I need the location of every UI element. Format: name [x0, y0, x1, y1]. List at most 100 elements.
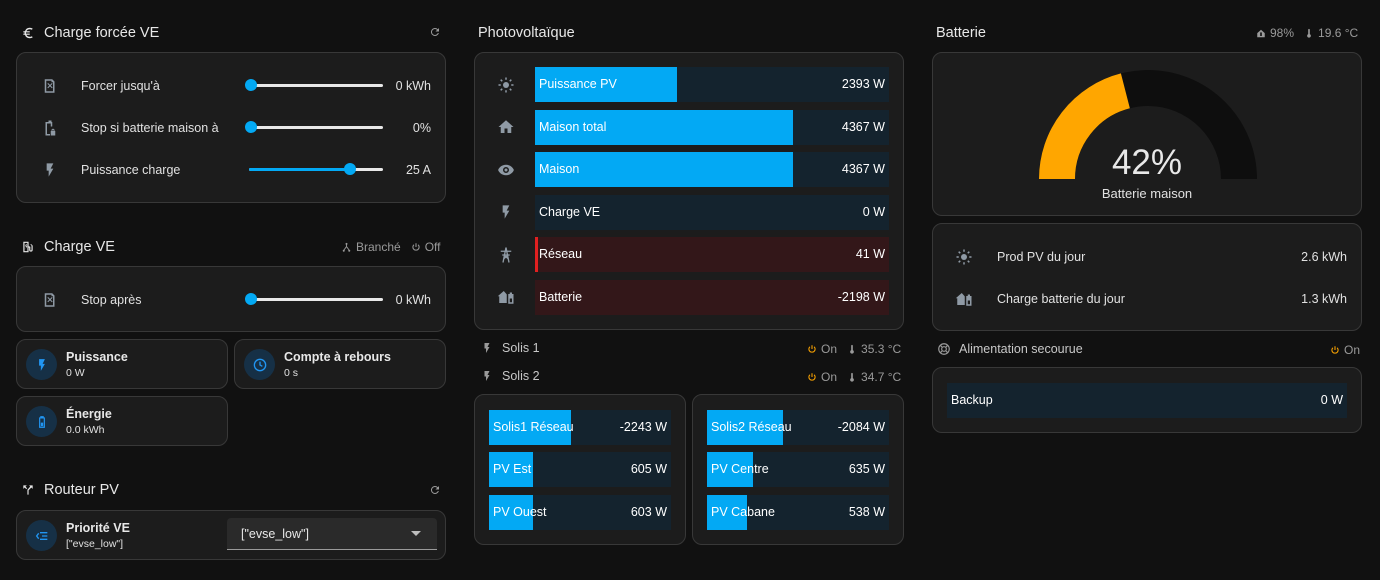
- mini-row-value: -2084 W: [837, 420, 885, 434]
- stop-apres-value: 0 kWh: [395, 293, 431, 307]
- mini-row-fill: [707, 495, 748, 530]
- alimentation-header: Alimentation secourue: [937, 342, 1083, 356]
- pv-row-fill: [535, 152, 794, 187]
- backup-row[interactable]: Backup 0 W: [947, 383, 1347, 418]
- stop-apres-slider-knob[interactable]: [245, 293, 257, 305]
- pv-row-label: Charge VE: [539, 205, 601, 219]
- stop-batterie-slider-knob[interactable]: [245, 121, 257, 133]
- backup-card: Backup 0 W: [932, 367, 1362, 433]
- stop-apres-slider[interactable]: [245, 293, 383, 305]
- eye-icon: [495, 159, 517, 181]
- charge-ve-status: Branché Off: [341, 240, 441, 254]
- batterie-title: Batterie: [936, 25, 986, 41]
- alimentation-title: Alimentation secourue: [959, 342, 1083, 356]
- tile-compte-name: Compte à rebours: [284, 350, 391, 364]
- mini-row-fill: [707, 410, 784, 445]
- prod-pv-row[interactable]: Prod PV du jour 2.6 kWh: [933, 239, 1361, 275]
- puissance-charge-row: Puissance charge 25 A: [17, 152, 445, 188]
- stop-apres-row: Stop après 0 kWh: [17, 282, 445, 318]
- pv-row-maison[interactable]: Maison 4367 W: [535, 152, 889, 187]
- fuel-cancel-icon: [39, 75, 61, 97]
- batterie-gauge: [1039, 70, 1257, 180]
- forcer-slider-knob[interactable]: [245, 79, 257, 91]
- solis1-status: On 35.3 °C: [807, 342, 901, 356]
- pv-cabane-row[interactable]: PV Cabane 538 W: [707, 495, 889, 530]
- pv-header: Photovoltaïque: [478, 23, 575, 43]
- batterie-level-badge: 98%: [1256, 26, 1294, 40]
- ev-station-icon: [20, 239, 36, 255]
- prod-pv-value: 2.6 kWh: [1301, 250, 1347, 264]
- dropdown-arrow-icon[interactable]: [411, 531, 421, 536]
- priorite-ve-value: ["evse_low"]: [66, 538, 124, 550]
- pv-row-reseau[interactable]: Réseau 41 W: [535, 237, 889, 272]
- pv-row-puissance[interactable]: Puissance PV 2393 W: [535, 67, 889, 102]
- pv-row-value: 2393 W: [841, 77, 885, 91]
- off-badge: Off: [411, 240, 441, 254]
- solis2-reseau-row[interactable]: Solis2 Réseau -2084 W: [707, 410, 889, 445]
- priorite-ve-select[interactable]: ["evse_low"]: [227, 518, 437, 550]
- fuel-cancel-icon: [39, 289, 61, 311]
- pv-row-maison-total[interactable]: Maison total 4367 W: [535, 110, 889, 145]
- pv-row-negative-bar: [535, 237, 538, 272]
- puissance-charge-slider-knob[interactable]: [343, 163, 356, 175]
- home-battery-icon: [953, 288, 975, 310]
- solis1-temp-text: 35.3 °C: [861, 342, 902, 356]
- pv-row-value: -2198 W: [837, 290, 885, 304]
- pv-row-batterie[interactable]: Batterie -2198 W: [535, 280, 889, 315]
- solis2-header: Solis 2: [480, 369, 540, 383]
- routeur-header: Routeur PV: [20, 480, 119, 500]
- power-icon: [808, 373, 816, 381]
- pv-row-label: Maison total: [539, 120, 607, 134]
- branche-text: Branché: [356, 240, 401, 254]
- tile-energie[interactable]: Énergie 0.0 kWh: [16, 396, 228, 446]
- pv-row-value: 4367 W: [841, 162, 885, 176]
- gauge-fill: [1039, 73, 1131, 180]
- charge-batterie-label: Charge batterie du jour: [997, 292, 1125, 306]
- pv-row-label: Batterie: [539, 290, 583, 304]
- tile-compte-a-rebours[interactable]: Compte à rebours 0 s: [234, 339, 446, 389]
- backup-value: 0 W: [1320, 393, 1343, 407]
- pv-ouest-row[interactable]: PV Ouest 603 W: [489, 495, 671, 530]
- transmission-tower-icon: [495, 244, 517, 266]
- pv-row-value: 4367 W: [841, 120, 885, 134]
- tile-puissance[interactable]: Puissance 0 W: [16, 339, 228, 389]
- solis2-label: Solis 2: [502, 369, 540, 383]
- priorite-ve-name: Priorité VE: [66, 521, 130, 535]
- charge-batterie-row[interactable]: Charge batterie du jour 1.3 kWh: [933, 281, 1361, 317]
- puissance-charge-label: Puissance charge: [81, 163, 181, 177]
- solis1-reseau-row[interactable]: Solis1 Réseau -2243 W: [489, 410, 671, 445]
- stop-batterie-row: Stop si batterie maison à 0%: [17, 110, 445, 146]
- mini-row-label: Solis1 Réseau: [493, 420, 574, 434]
- solis2-temp-text: 34.7 °C: [861, 370, 902, 384]
- charge-ve-header: Charge VE: [20, 237, 115, 257]
- pv-row-charge-ve[interactable]: Charge VE 0 W: [535, 195, 889, 230]
- backup-label: Backup: [951, 393, 993, 407]
- solis1-label: Solis 1: [502, 341, 540, 355]
- refresh-icon[interactable]: [429, 484, 441, 496]
- mini-row-label: PV Ouest: [493, 505, 547, 519]
- stop-batterie-value: 0%: [412, 121, 431, 135]
- mini-row-fill: [489, 452, 533, 487]
- puissance-charge-slider[interactable]: [249, 163, 383, 175]
- gauge-value: 42%: [1111, 143, 1183, 182]
- mini-row-label: PV Cabane: [711, 505, 775, 519]
- refresh-icon[interactable]: [429, 26, 441, 38]
- mini-row-label: Solis2 Réseau: [711, 420, 792, 434]
- tile-compte-value: 0 s: [284, 367, 299, 379]
- clock-icon: [244, 349, 275, 380]
- pv-est-row[interactable]: PV Est 605 W: [489, 452, 671, 487]
- thermometer-icon: [1307, 28, 1311, 38]
- mini-row-fill: [707, 452, 753, 487]
- pv-centre-row[interactable]: PV Centre 635 W: [707, 452, 889, 487]
- stop-batterie-slider[interactable]: [245, 121, 383, 133]
- forcer-value: 0 kWh: [395, 79, 431, 93]
- power-icon: [412, 243, 420, 251]
- power-icon: [1331, 346, 1339, 354]
- pv-row-value: 0 W: [862, 205, 885, 219]
- format-list-icon: [26, 520, 57, 551]
- forcer-slider[interactable]: [245, 79, 383, 91]
- mini-row-value: -2243 W: [619, 420, 667, 434]
- prod-pv-label: Prod PV du jour: [997, 250, 1086, 264]
- batterie-gauge-card[interactable]: 42% Batterie maison: [932, 52, 1362, 216]
- forcer-row: Forcer jusqu'à 0 kWh: [17, 68, 445, 104]
